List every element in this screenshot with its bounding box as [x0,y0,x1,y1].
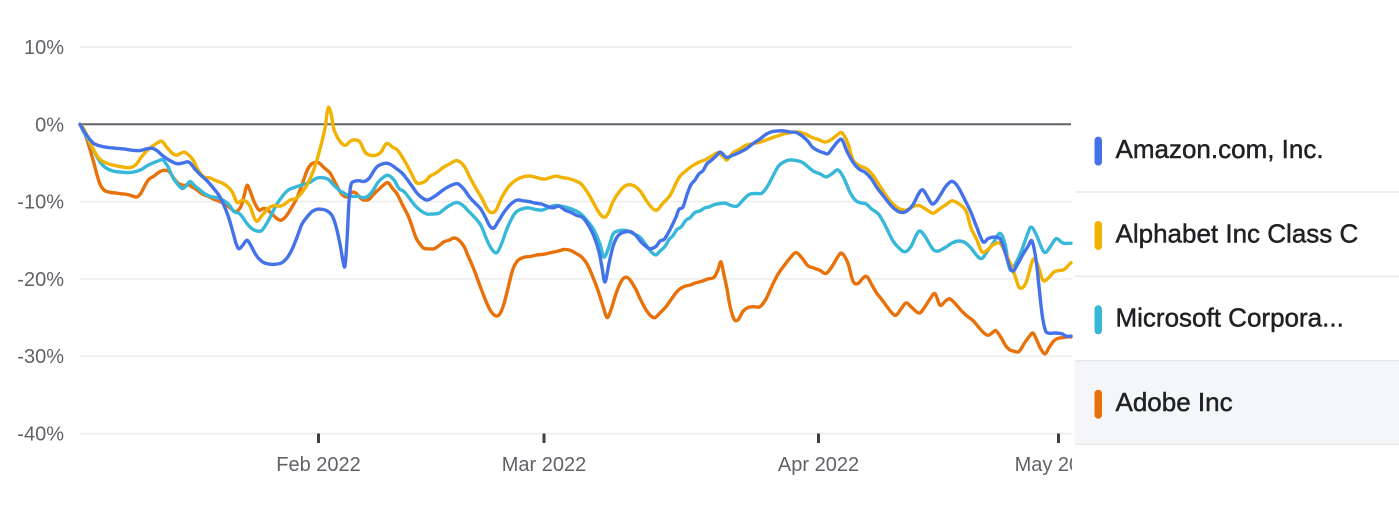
svg-text:Microsoft Corpora...: Microsoft Corpora... [1116,303,1344,333]
svg-text:10%: 10% [24,37,64,59]
svg-text:-30%: -30% [17,346,64,368]
svg-text:Alphabet Inc Class C: Alphabet Inc Class C [1116,218,1359,248]
svg-text:0%: 0% [35,114,64,136]
svg-text:Apr 2022: Apr 2022 [778,454,859,476]
svg-text:-20%: -20% [17,269,64,291]
svg-text:Adobe Inc: Adobe Inc [1116,387,1233,417]
svg-text:Amazon.com, Inc.: Amazon.com, Inc. [1116,134,1324,164]
svg-text:-10%: -10% [17,192,64,214]
svg-text:-40%: -40% [17,424,64,446]
svg-text:Mar 2022: Mar 2022 [502,454,587,476]
svg-text:Feb 2022: Feb 2022 [276,454,361,476]
